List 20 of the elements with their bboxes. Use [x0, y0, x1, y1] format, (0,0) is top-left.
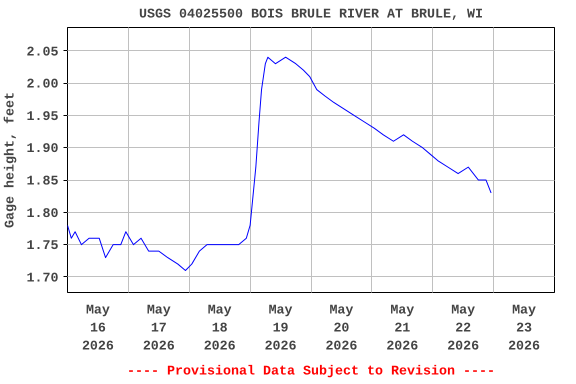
y-tick-label: 2.00 — [26, 78, 59, 93]
x-tick-label: May 16 2026 — [82, 304, 114, 354]
line-series — [68, 56, 492, 272]
y-axis-title: Gage height, feet — [4, 92, 19, 228]
x-tick-label: May 22 2026 — [447, 304, 480, 354]
x-tick-label: May 17 2026 — [142, 304, 175, 354]
y-tick-label: 2.05 — [26, 45, 59, 60]
x-tick-label: May 23 2026 — [508, 304, 540, 354]
text: ---- Provisional Data Subject to Revision ---- — [127, 364, 495, 380]
y-tick-label: 1.85 — [26, 174, 59, 190]
y-tick-label: 1.75 — [26, 239, 59, 254]
y-tick-label: 1.90 — [26, 142, 59, 158]
x-tick-label: May 21 2026 — [386, 304, 418, 354]
chart-title: USGS 04025500 BOIS BRULE RIVER AT BRULE, WI — [139, 8, 483, 22]
y-tick-label: 1.80 — [26, 206, 59, 222]
y-tick-label: 1.95 — [26, 110, 59, 125]
y-tick-label: 1.70 — [26, 271, 59, 286]
x-tick-label: May 19 2026 — [264, 304, 297, 354]
x-tick-label: May 20 2026 — [325, 304, 358, 354]
x-tick-label: May 18 2026 — [204, 304, 236, 354]
